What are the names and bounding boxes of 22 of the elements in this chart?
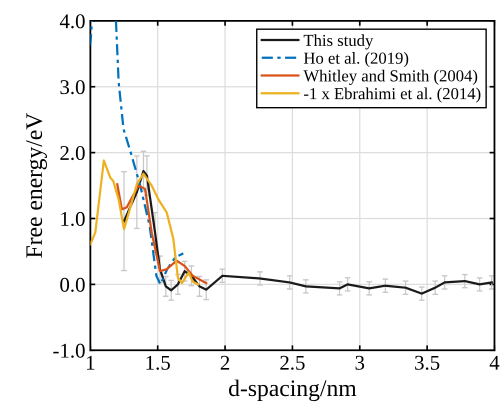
x-tick-label: 3	[356, 356, 364, 370]
x-axis-title: d-spacing/nm	[229, 380, 356, 402]
y-tick-label: -1.0	[53, 344, 85, 358]
legend-label: -1 x Ebrahimi et al. (2014)	[304, 88, 480, 103]
y-tick-label: 4.0	[60, 14, 85, 28]
line-series	[116, 183, 208, 284]
x-tick-label: 1.5	[146, 356, 170, 370]
x-tick-label: 3.5	[415, 356, 440, 370]
line-series	[122, 170, 493, 295]
legend-label: Ho et al. (2019)	[304, 52, 408, 68]
y-tick-label: 3.0	[60, 80, 85, 94]
legend-label: This study	[304, 34, 374, 50]
x-tick-label: 1	[86, 356, 94, 370]
line-series	[90, 159, 200, 286]
x-tick-label: 2	[220, 356, 230, 370]
y-axis-title: Free energy/eV	[26, 112, 47, 258]
x-tick-label: 2.5	[280, 356, 305, 370]
legend-label: Whitley and Smith (2004)	[303, 70, 478, 85]
y-tick-label: 2.0	[60, 146, 85, 160]
y-tick-label: 0.0	[60, 278, 85, 292]
x-tick-label: 4	[490, 356, 500, 370]
y-tick-label: 1.0	[61, 212, 85, 226]
